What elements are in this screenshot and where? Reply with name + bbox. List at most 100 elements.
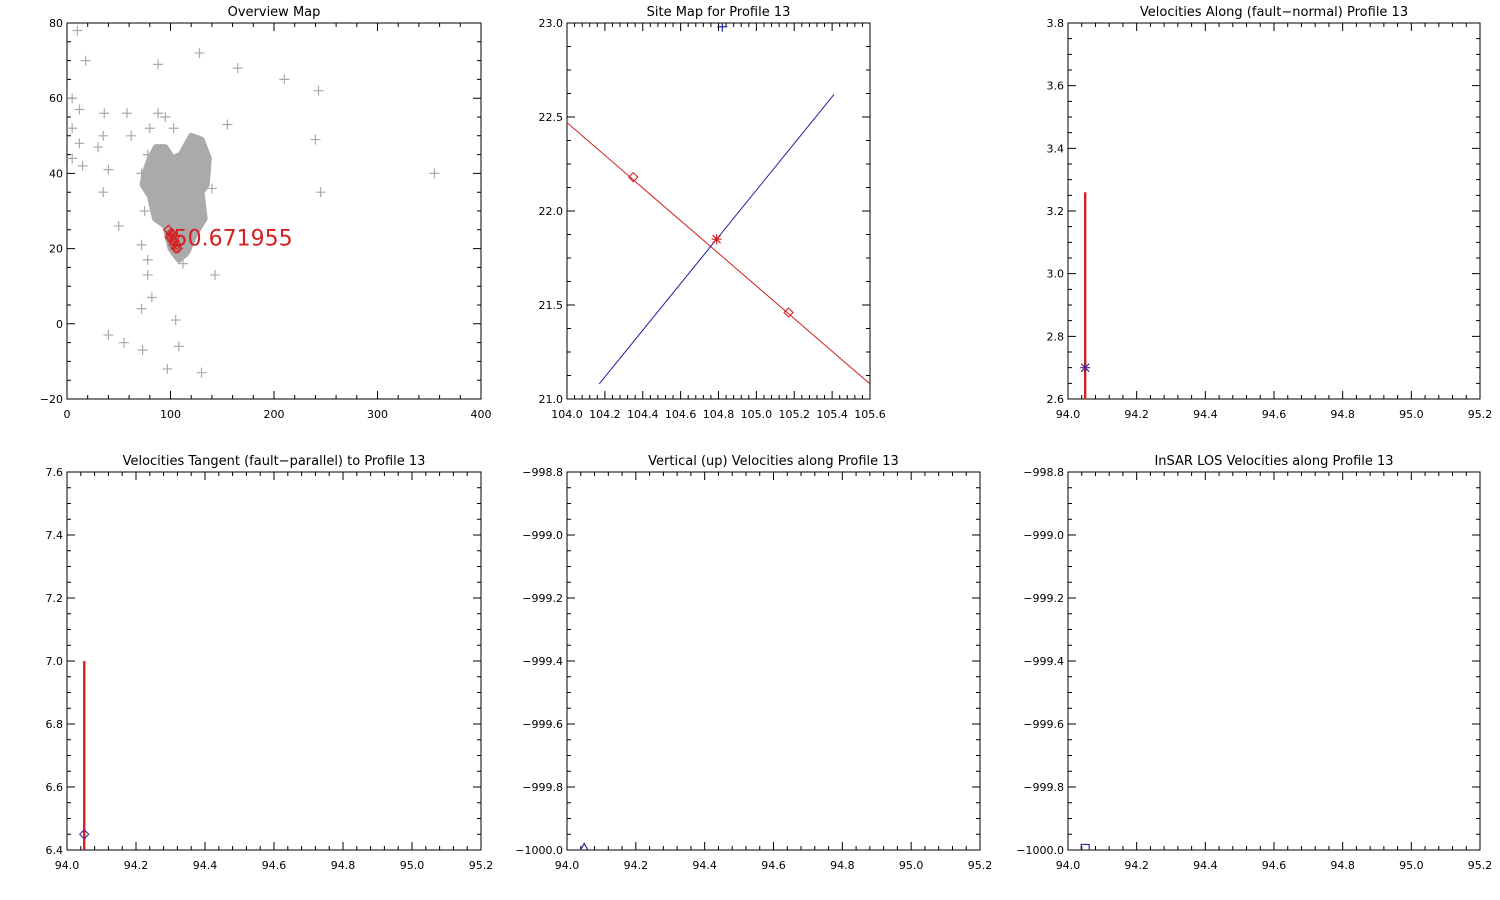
station-cluster: [139, 132, 212, 263]
x-tick-label: 94.4: [692, 859, 717, 872]
y-tick-label: 7.0: [46, 655, 64, 668]
data-point-plus: [194, 48, 205, 59]
x-tick-label: 95.2: [1468, 408, 1493, 421]
x-tick-label: 94.6: [761, 859, 786, 872]
x-tick-label: 94.4: [1193, 408, 1218, 421]
profile-line: [567, 122, 870, 385]
x-tick-label: 105.4: [816, 408, 848, 421]
x-tick-label: 300: [367, 408, 388, 421]
data-point-triangle: [579, 842, 589, 850]
data-point-plus: [126, 130, 137, 141]
y-tick-label: 7.2: [46, 592, 64, 605]
x-tick-label: 105.0: [741, 408, 773, 421]
data-point-diamond: [167, 228, 178, 239]
data-point-plus: [72, 25, 83, 36]
y-tick-label: 6.8: [46, 718, 64, 731]
x-tick-label: 104.6: [665, 408, 697, 421]
y-tick-label: −999.2: [1023, 592, 1064, 605]
x-tick-label: 95.0: [1399, 408, 1424, 421]
y-tick-label: 21.5: [539, 299, 564, 312]
y-tick-label: −999.2: [522, 592, 563, 605]
x-tick-label: 105.6: [854, 408, 886, 421]
data-point-diamond: [164, 232, 175, 243]
panel-title: Overview Map: [228, 5, 321, 20]
panel-title: InSAR LOS Velocities along Profile 13: [1154, 454, 1393, 469]
data-point-plus: [429, 168, 440, 179]
plot-frame: [566, 22, 871, 400]
x-tick-label: 95.2: [968, 859, 993, 872]
data-layer: [579, 842, 589, 850]
y-tick-label: −1000.0: [1016, 844, 1064, 857]
panel-title: Velocities Along (fault−normal) Profile …: [1140, 5, 1408, 20]
data-point-diamond: [169, 232, 180, 243]
y-tick-label: 80: [49, 17, 63, 30]
plot-frame: [66, 471, 482, 851]
y-tick-label: −999.0: [1023, 529, 1064, 542]
data-point-plus: [103, 164, 114, 175]
x-tick-label: 94.8: [1330, 859, 1355, 872]
x-tick-label: 104.8: [703, 408, 735, 421]
x-tick-label: 100: [160, 408, 181, 421]
x-tick-label: 94.8: [331, 859, 356, 872]
annotation-label: 50.671955: [174, 226, 293, 251]
data-point-plus: [170, 315, 181, 326]
data-point-plus: [206, 183, 217, 194]
data-point-asterisk: [711, 234, 722, 245]
x-tick-label: 95.0: [400, 859, 425, 872]
y-tick-label: 3.4: [1047, 142, 1065, 155]
data-point-plus: [118, 337, 129, 348]
data-point-plus: [196, 367, 207, 378]
x-tick-label: 95.2: [1468, 859, 1493, 872]
panel-vertical: Vertical (up) Velocities along Profile 1…: [515, 454, 992, 872]
data-point-plus: [177, 258, 188, 269]
plot-frame: [566, 471, 981, 851]
data-point-plus: [146, 292, 157, 303]
data-layer: [67, 25, 440, 378]
y-tick-label: −998.8: [522, 466, 563, 479]
panel-title: Velocities Tangent (fault−parallel) to P…: [123, 454, 426, 469]
y-tick-label: 2.6: [1047, 393, 1065, 406]
plot-frame: [1067, 22, 1481, 400]
data-point-plus: [93, 142, 104, 153]
y-tick-label: 6.6: [46, 781, 64, 794]
x-tick-label: 94.0: [1056, 859, 1081, 872]
x-tick-label: 94.0: [1056, 408, 1081, 421]
x-tick-label: 104.4: [627, 408, 659, 421]
x-tick-label: 94.8: [1330, 408, 1355, 421]
y-tick-label: −998.8: [1023, 466, 1064, 479]
data-layer: [1080, 843, 1090, 850]
y-tick-label: 7.6: [46, 466, 64, 479]
x-tick-label: 105.2: [779, 408, 811, 421]
data-point-plus: [136, 303, 147, 314]
x-tick-label: 94.0: [55, 859, 80, 872]
data-point-plus: [103, 330, 114, 341]
data-point-plus: [162, 363, 173, 374]
y-tick-label: 60: [49, 92, 63, 105]
y-tick-label: −1000.0: [515, 844, 563, 857]
data-layer: [567, 23, 870, 385]
y-tick-label: 7.4: [46, 529, 64, 542]
x-tick-label: 94.4: [193, 859, 218, 872]
data-point-plus: [310, 134, 321, 145]
x-tick-label: 94.6: [1262, 408, 1287, 421]
y-tick-label: −999.8: [522, 781, 563, 794]
data-point-plus: [137, 345, 148, 356]
data-layer: [1080, 192, 1091, 399]
data-point-plus: [153, 59, 164, 70]
plot-frame: [1067, 471, 1481, 851]
y-tick-label: 20: [49, 243, 63, 256]
y-tick-label: −999.6: [522, 718, 563, 731]
y-tick-label: 23.0: [539, 17, 564, 30]
x-tick-label: 94.2: [624, 859, 649, 872]
x-tick-label: 94.2: [1124, 859, 1149, 872]
data-point-plus: [173, 341, 184, 352]
data-point-plus: [168, 123, 179, 134]
y-tick-label: 3.2: [1047, 205, 1065, 218]
data-point-plus: [113, 221, 124, 232]
data-point-plus: [313, 85, 324, 96]
data-point-plus: [222, 119, 233, 130]
data-point-plus: [139, 206, 150, 216]
y-tick-label: 22.5: [539, 111, 564, 124]
y-tick-label: −999.8: [1023, 781, 1064, 794]
